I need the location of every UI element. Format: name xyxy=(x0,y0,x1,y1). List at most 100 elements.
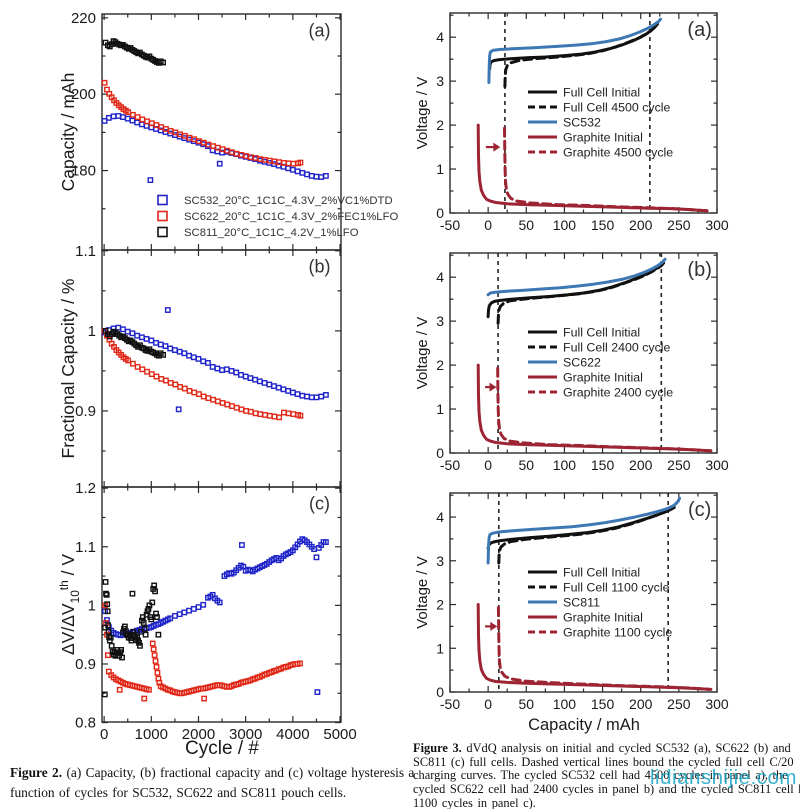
y-tick-label: 4 xyxy=(436,509,444,525)
panel-letter: (c) xyxy=(688,499,711,521)
series-sc811 xyxy=(486,496,682,565)
series-sc622 xyxy=(102,602,303,702)
y-tick-label: 2 xyxy=(436,357,444,373)
series-sc532 xyxy=(102,536,329,696)
legend-label: Graphite Initial xyxy=(563,611,643,625)
y-axis-title: Fractional Capacity / % xyxy=(58,279,78,459)
y-tick-label: 1 xyxy=(88,323,96,340)
legend-label: Full Cell 1100 cycle xyxy=(563,581,670,595)
caption-line: charging curves. The cycled SC532 cell h… xyxy=(413,769,788,783)
x-axis-title: Capacity / mAh xyxy=(528,716,640,734)
x-tick-label: 1000 xyxy=(135,726,168,743)
x-tick-label: 300 xyxy=(705,696,729,712)
legend-label: Graphite 1100 cycle xyxy=(563,626,672,640)
x-tick-label: 250 xyxy=(667,457,691,473)
watermark: lidianshijie.com xyxy=(650,766,798,789)
x-tick-label: 200 xyxy=(629,217,653,233)
y-tick-label: 1 xyxy=(436,401,444,417)
figure2-caption: Figure 2. (a) Capacity, (b) fractional c… xyxy=(10,763,415,802)
x-axis-title: Cycle / # xyxy=(185,738,259,759)
figure3-caption: Figure 3. dVdQ analysis on initial and c… xyxy=(413,742,800,809)
panel-letter: (c) xyxy=(309,493,330,513)
axis-ticks xyxy=(449,13,718,214)
y-axis-title: Voltage / V xyxy=(414,317,431,390)
x-tick-label: 3000 xyxy=(229,726,262,743)
caption-line: Figure 3. dVdQ analysis on initial and c… xyxy=(413,742,791,755)
y-tick-label: 4 xyxy=(436,269,444,285)
y-axis-title: ΔV/ΔV10th / V xyxy=(57,554,82,655)
fig2-panel-b: 0.9 1 1.1 (b) xyxy=(75,243,342,488)
axis-ticks xyxy=(102,250,341,487)
x-tick-label: 150 xyxy=(591,217,615,233)
y-tick-label: 220 xyxy=(71,10,96,27)
panel-letter: (b) xyxy=(308,257,330,277)
series-graphite-2400-cycle xyxy=(496,366,713,453)
legend-label: Full Cell Initial xyxy=(563,86,640,100)
x-tick-label: -50 xyxy=(440,457,460,473)
x-tick-label: 0 xyxy=(100,726,108,743)
legend-label: Full Cell Initial xyxy=(563,566,640,580)
series-sc622 xyxy=(486,257,667,297)
legend-label: Graphite 4500 cycle xyxy=(563,146,673,160)
series-sc811 xyxy=(101,579,162,698)
y-tick-label: 0.9 xyxy=(75,403,96,420)
y-tick-label: 2 xyxy=(436,597,444,613)
caption-line: cycled SC622 cell had 2400 cycles in pan… xyxy=(413,783,800,797)
caption-line: function of cycles for SC532, SC622 and … xyxy=(10,784,347,800)
x-tick-label: 0 xyxy=(484,217,492,233)
y-tick-label: 1.2 xyxy=(75,480,96,497)
series-full-cell-1100-cycle xyxy=(497,506,675,565)
x-tick-label: 0 xyxy=(484,696,492,712)
fig2-panel-a: 180 200 220 (a) SC532_20°C_1C1C_4.3V_2%VC1%D… xyxy=(71,10,398,251)
x-tick-label: 0 xyxy=(484,457,492,473)
y-tick-label: 0 xyxy=(436,684,444,700)
y-axis-title: Voltage / V xyxy=(414,77,431,150)
x-tick-label: 100 xyxy=(553,217,577,233)
caption-line: SC811 (c) full cells. Dashed vertical li… xyxy=(413,755,794,769)
series-graphite-1100-cycle xyxy=(496,606,711,691)
legend-label: Graphite Initial xyxy=(563,371,643,385)
panel-letter: (a) xyxy=(687,19,711,41)
x-tick-label: -50 xyxy=(440,217,460,233)
y-tick-label: 0 xyxy=(436,205,444,221)
x-tick-label: -50 xyxy=(440,696,460,712)
y-tick-label: 3 xyxy=(436,73,444,89)
series-sc532 xyxy=(487,17,662,84)
legend: SC532_20°C_1C1C_4.3V_2%VC1%DTD SC622_20°C… xyxy=(157,194,398,239)
panel-letter: (a) xyxy=(308,20,330,40)
series-graphite-4500-cycle xyxy=(503,126,709,213)
series-sc811 xyxy=(102,327,167,359)
x-tick-label: 2000 xyxy=(182,726,215,743)
x-tick-label: 150 xyxy=(591,457,615,473)
legend-label: Full Cell 2400 cycle xyxy=(563,341,671,355)
x-tick-label: 300 xyxy=(705,217,729,233)
caption-label: Figure 3. xyxy=(413,742,467,755)
series-full-cell-2400-cycle xyxy=(496,263,664,325)
legend-marker xyxy=(157,210,168,222)
legend-label: Full Cell Initial xyxy=(563,326,640,340)
x-tick-label: 200 xyxy=(629,457,653,473)
x-tick-label: 300 xyxy=(705,457,729,473)
y-tick-label: 0 xyxy=(436,445,444,461)
caption-label: Figure 2. xyxy=(10,765,67,780)
y-tick-label: 1.1 xyxy=(75,539,96,556)
y-axis-title: Voltage / V xyxy=(414,556,431,629)
arrow-icon xyxy=(485,142,501,152)
figure2-charts: 180 200 220 (a) SC532_20°C_1C1C_4.3V_2%VC1%D… xyxy=(57,10,398,759)
panel-letter: (b) xyxy=(687,259,711,281)
y-tick-label: 0.8 xyxy=(75,715,96,732)
caption-line: 1100 cycles in panel c). xyxy=(413,796,536,809)
y-tick-label: 3 xyxy=(436,553,444,569)
x-tick-label: 50 xyxy=(518,696,534,712)
x-tick-label: 100 xyxy=(553,696,577,712)
legend-label: SC532 xyxy=(563,116,601,130)
x-tick-label: 200 xyxy=(629,696,653,712)
x-tick-label: 250 xyxy=(667,696,691,712)
y-tick-label: 1 xyxy=(436,640,444,656)
